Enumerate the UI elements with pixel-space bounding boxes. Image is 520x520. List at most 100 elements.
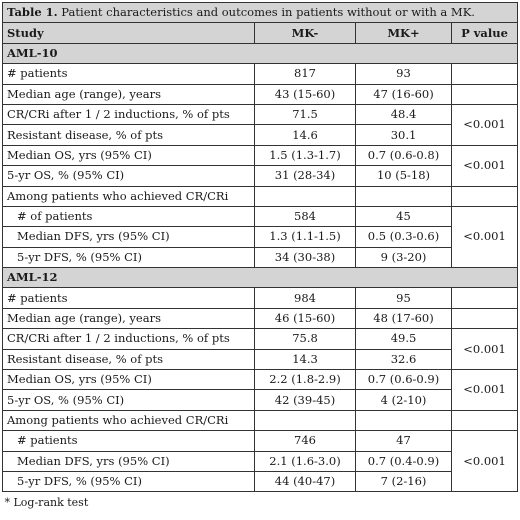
- mk-negative-value: 984: [254, 287, 356, 309]
- table-row: Median DFS, yrs (95% CI) 1.3 (1.1-1.5) 0.5…: [2, 226, 518, 248]
- row-label: Among patients who achieved CR/CRi: [2, 185, 255, 207]
- header-study: Study: [2, 22, 255, 44]
- table-row: Median age (range), years 43 (15-60) 47 (1…: [2, 83, 519, 105]
- row-label: # patients: [2, 63, 255, 85]
- p-value-empty: [450, 63, 519, 85]
- p-value: <0.001: [450, 103, 519, 146]
- p-value: <0.001: [450, 430, 519, 493]
- mk-positive-value: 7 (2-16): [355, 470, 452, 493]
- mk-positive-value: [355, 409, 452, 432]
- table-row: Median DFS, yrs (95% CI) 2.1 (1.6-3.0) 0.7…: [2, 450, 518, 472]
- mk-positive-value: 32.6: [355, 348, 452, 371]
- table-row: Median OS, yrs (95% CI) 2.2 (1.8-2.9) 0.7 …: [2, 369, 519, 411]
- mk-negative-value: 1.5 (1.3-1.7): [254, 144, 356, 167]
- mk-negative-value: 817: [254, 63, 356, 85]
- mk-positive-value: 0.7 (0.4-0.9): [355, 450, 452, 472]
- mk-positive-value: [355, 185, 452, 207]
- mk-negative-value: 2.2 (1.8-2.9): [254, 369, 356, 391]
- table-row: 5-yr OS, % (95% CI) 31 (28-34) 10 (5-18): [2, 165, 518, 187]
- mk-negative-value: 1.3 (1.1-1.5): [254, 226, 356, 248]
- mk-negative-value: 44 (40-47): [254, 470, 356, 493]
- mk-negative-value: 746: [254, 430, 356, 452]
- mk-positive-value: 95: [355, 287, 452, 309]
- row-label: Median OS, yrs (95% CI): [2, 144, 255, 167]
- p-value-empty: [450, 409, 519, 432]
- header-mk-negative: MK-: [254, 22, 356, 44]
- table-row: CR/CRi after 1 / 2 inductions, % of pts 7…: [2, 103, 519, 146]
- patient-characteristics-table: Table 1. Patient characteristics and out…: [1, 1, 519, 512]
- p-value-empty: [450, 307, 519, 330]
- table-row: CR/CRi after 1 / 2 inductions, % of pts 7…: [2, 328, 519, 371]
- table-row: 5-yr DFS, % (95% CI) 34 (30-38) 9 (3-20): [2, 246, 518, 269]
- p-value: <0.001: [450, 205, 519, 269]
- table-row: Median OS, yrs (95% CI) 1.5 (1.3-1.7) 0.7 …: [2, 144, 519, 187]
- mk-negative-value: 46 (15-60): [254, 307, 356, 330]
- mk-positive-value: 0.7 (0.6-0.8): [355, 144, 452, 167]
- table-row: Resistant disease, % of pts 14.3 32.6: [2, 348, 518, 371]
- p-value-empty: [450, 83, 519, 105]
- section-title: AML-12: [1, 267, 519, 289]
- table-row: Resistant disease, % of pts 14.6 30.1: [2, 124, 518, 146]
- row-label: 5-yr DFS, % (95% CI): [2, 470, 255, 493]
- header-mk-positive: MK+: [355, 22, 452, 44]
- row-label: Among patients who achieved CR/CRi: [2, 409, 255, 432]
- row-label: Median DFS, yrs (95% CI): [2, 226, 255, 248]
- mk-negative-value: [254, 409, 356, 432]
- mk-positive-value: 49.5: [355, 328, 452, 350]
- mk-positive-value: 10 (5-18): [355, 165, 452, 187]
- section-header-row: AML-12: [1, 267, 519, 289]
- row-label: Median age (range), years: [2, 83, 255, 105]
- table-row: 5-yr DFS, % (95% CI) 44 (40-47) 7 (2-16): [2, 470, 518, 493]
- table-row: Among patients who achieved CR/CRi: [2, 185, 519, 207]
- row-label: 5-yr DFS, % (95% CI): [2, 246, 255, 269]
- mk-negative-value: 75.8: [254, 328, 356, 350]
- p-value: <0.001: [450, 328, 519, 371]
- row-label: # patients: [2, 287, 255, 309]
- section-header-row: AML-10: [1, 42, 519, 65]
- row-label: Median OS, yrs (95% CI): [2, 369, 255, 391]
- row-label: Resistant disease, % of pts: [2, 124, 255, 146]
- table-caption: Table 1. Patient characteristics and out…: [1, 1, 519, 24]
- table-row: # of patients 584 45 <0.001: [2, 205, 519, 269]
- mk-negative-value: 71.5: [254, 103, 356, 126]
- mk-negative-value: 584: [254, 205, 356, 228]
- footnote: * Log-rank test: [4, 495, 89, 509]
- caption-text: Patient characteristics and outcomes in …: [57, 5, 475, 20]
- row-label: Median age (range), years: [2, 307, 255, 330]
- table-row: 5-yr OS, % (95% CI) 42 (39-45) 4 (2-10): [2, 389, 518, 411]
- mk-negative-value: [254, 185, 356, 207]
- mk-negative-value: 14.6: [254, 124, 356, 146]
- mk-negative-value: 43 (15-60): [254, 83, 356, 105]
- mk-positive-value: 45: [355, 205, 452, 228]
- mk-negative-value: 42 (39-45): [254, 389, 356, 411]
- row-label: 5-yr OS, % (95% CI): [2, 389, 255, 411]
- mk-positive-value: 48 (17-60): [355, 307, 452, 330]
- results-table: Table 1. Patient characteristics and out…: [1, 1, 519, 512]
- table-row: Among patients who achieved CR/CRi: [2, 409, 519, 432]
- table-row: # patients 746 47 <0.001: [2, 430, 519, 493]
- row-label: Median DFS, yrs (95% CI): [2, 450, 255, 472]
- mk-negative-value: 31 (28-34): [254, 165, 356, 187]
- row-label: CR/CRi after 1 / 2 inductions, % of pts: [2, 103, 255, 126]
- mk-positive-value: 47 (16-60): [355, 83, 452, 105]
- mk-positive-value: 0.7 (0.6-0.9): [355, 369, 452, 391]
- mk-positive-value: 4 (2-10): [355, 389, 452, 411]
- mk-positive-value: 0.5 (0.3-0.6): [355, 226, 452, 248]
- header-row: Study MK- MK+ P value: [2, 22, 519, 44]
- section-title: AML-10: [1, 42, 519, 65]
- mk-positive-value: 48.4: [355, 103, 452, 126]
- row-label: CR/CRi after 1 / 2 inductions, % of pts: [2, 328, 255, 350]
- row-label: # patients: [2, 430, 255, 452]
- p-value-empty: [450, 287, 519, 309]
- header-p-value: P value: [450, 22, 519, 44]
- table-row: # patients 984 95: [2, 287, 519, 309]
- caption-label: Table 1.: [7, 5, 58, 20]
- mk-positive-value: 93: [355, 63, 452, 85]
- mk-positive-value: 9 (3-20): [355, 246, 452, 269]
- mk-positive-value: 30.1: [355, 124, 452, 146]
- mk-negative-value: 14.3: [254, 348, 356, 371]
- mk-negative-value: 2.1 (1.6-3.0): [254, 450, 356, 472]
- row-label: 5-yr OS, % (95% CI): [2, 165, 255, 187]
- p-value-empty: [450, 185, 519, 207]
- p-value: <0.001: [450, 144, 519, 187]
